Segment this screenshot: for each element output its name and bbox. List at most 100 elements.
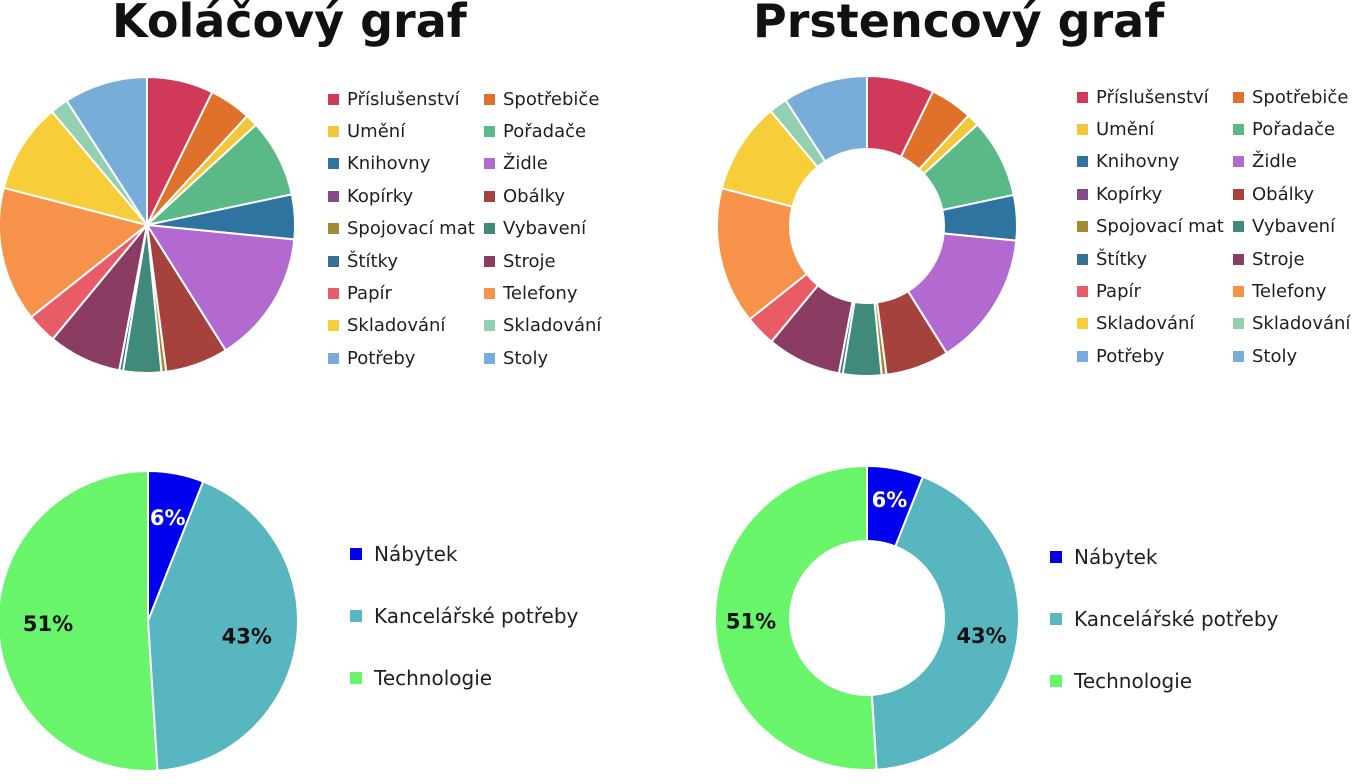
legend-item-umeni: Umění	[328, 119, 478, 143]
legend-swatch	[484, 255, 495, 267]
legend-swatch	[1050, 613, 1062, 625]
legend-swatch	[350, 610, 362, 622]
legend-item-potreby: Potřeby	[1077, 344, 1227, 368]
slice-telefony	[0, 186, 150, 319]
legend-swatch	[484, 320, 495, 332]
legend-swatch	[1233, 123, 1244, 135]
legend-label: Nábytek	[1074, 545, 1158, 569]
legend-swatch	[1233, 318, 1244, 330]
legend-swatch	[1077, 285, 1088, 297]
legend-label: Nábytek	[374, 542, 458, 566]
legend-item-prislusenstvi: Příslušenství	[1077, 85, 1227, 109]
legend-item-telefony: Telefony	[484, 281, 634, 305]
legend-item-nabytek: Nábytek	[1050, 543, 1157, 571]
legend-label: Stroje	[503, 250, 556, 272]
legend-label: Potřeby	[347, 347, 416, 369]
data-label-nabytek: 6%	[872, 488, 908, 512]
legend-item-poradace: Pořadače	[484, 119, 634, 143]
legend-label: Kopírky	[1096, 183, 1163, 205]
legend-item-potreby: Potřeby	[328, 346, 478, 370]
legend-label: Židle	[503, 153, 548, 175]
legend-item-stitky: Štítky	[328, 249, 478, 273]
legend-swatch	[1233, 253, 1244, 265]
legend-swatch	[328, 190, 339, 202]
legend-label: Knihovny	[1096, 151, 1180, 173]
legend-label: Telefony	[1252, 280, 1327, 302]
legend-label: Štítky	[347, 250, 398, 272]
legend-item-skladovani: Skladování	[484, 314, 634, 338]
legend-swatch	[1233, 221, 1244, 233]
legend-item-kancelarske-potreby: Kancelářské potřeby	[350, 602, 578, 630]
legend-item-spotrebice: Spotřebiče	[484, 87, 634, 111]
legend-item-poradace: Pořadače	[1233, 117, 1369, 141]
legend-swatch	[484, 223, 495, 235]
legend-label: Umění	[347, 120, 406, 142]
legend-label: Spotřebiče	[1252, 86, 1349, 108]
legend-swatch	[328, 320, 339, 332]
legend-label: Spotřebiče	[503, 88, 600, 110]
legend-swatch	[350, 548, 362, 560]
legend-label: Papír	[1096, 280, 1141, 302]
legend-item-technologie: Technologie	[350, 664, 492, 692]
legend-item-spotrebice: Spotřebiče	[1233, 85, 1369, 109]
donut-subcategories-legend: Příslušenství Spotřebiče Umění Pořadače Knih…	[1077, 85, 1367, 375]
legend-swatch	[1077, 318, 1088, 330]
legend-item-technologie: Technologie	[1050, 667, 1192, 695]
legend-swatch	[484, 352, 495, 364]
legend-item-stoly: Stoly	[1233, 344, 1369, 368]
legend-item-papir: Papír	[1077, 279, 1227, 303]
legend-swatch	[1233, 156, 1244, 168]
legend-label: Kancelářské potřeby	[374, 604, 579, 628]
legend-item-kancelarske-potreby: Kancelářské potřeby	[1050, 605, 1278, 633]
legend-label: Skladování	[347, 315, 446, 337]
legend-item-knihovny: Knihovny	[1077, 150, 1227, 174]
legend-swatch	[1233, 350, 1244, 362]
legend-swatch	[1077, 188, 1088, 200]
legend-label: Kancelářské potřeby	[1074, 607, 1279, 631]
legend-swatch	[1077, 156, 1088, 168]
legend-label: Papír	[347, 282, 392, 304]
legend-swatch	[1077, 221, 1088, 233]
pie-chart-subcategories	[0, 75, 296, 374]
legend-label: Knihovny	[347, 153, 431, 175]
legend-item-zidle: Židle	[484, 152, 634, 176]
legend-label: Vybavení	[1252, 216, 1336, 238]
legend-label: Skladování	[503, 315, 602, 337]
donut-chart-subcategories	[716, 74, 1018, 377]
legend-item-obalky: Obálky	[484, 184, 634, 208]
legend-swatch	[484, 287, 495, 299]
legend-swatch	[328, 255, 339, 267]
legend-swatch	[1050, 551, 1062, 563]
pie-chart-title: Koláčový graf	[112, 0, 467, 48]
legend-label: Spojovací mat	[1096, 216, 1224, 238]
slice-kancelarske-potreby	[146, 480, 299, 772]
data-label-kancelarske-potreby: 43%	[222, 625, 272, 649]
legend-item-skladovani: Skladování	[328, 314, 478, 338]
legend-swatch	[350, 672, 362, 684]
legend-label: Obálky	[503, 185, 566, 207]
donut-chart-title: Prstencový graf	[753, 0, 1165, 48]
legend-swatch	[1077, 350, 1088, 362]
slice-stoly	[65, 75, 148, 229]
legend-swatch	[328, 93, 339, 105]
legend-label: Příslušenství	[1096, 86, 1209, 108]
legend-label: Vybavení	[503, 218, 587, 240]
legend-swatch	[328, 287, 339, 299]
legend-label: Stoly	[503, 347, 549, 369]
data-label-technologie: 51%	[726, 610, 776, 634]
legend-swatch	[1050, 675, 1062, 687]
legend-item-skladovani: Skladování	[1233, 312, 1369, 336]
legend-item-prislusenstvi: Příslušenství	[328, 87, 478, 111]
legend-item-obalky: Obálky	[1233, 182, 1369, 206]
legend-item-knihovny: Knihovny	[328, 152, 478, 176]
legend-label: Umění	[1096, 118, 1155, 140]
legend-label: Kopírky	[347, 185, 414, 207]
slice-stoly	[784, 74, 868, 163]
slice-technologie	[0, 469, 159, 772]
legend-label: Potřeby	[1096, 345, 1165, 367]
slice-zidle	[145, 223, 296, 352]
legend-label: Telefony	[503, 282, 578, 304]
legend-item-zidle: Židle	[1233, 150, 1369, 174]
legend-swatch	[1233, 91, 1244, 103]
legend-swatch	[484, 190, 495, 202]
